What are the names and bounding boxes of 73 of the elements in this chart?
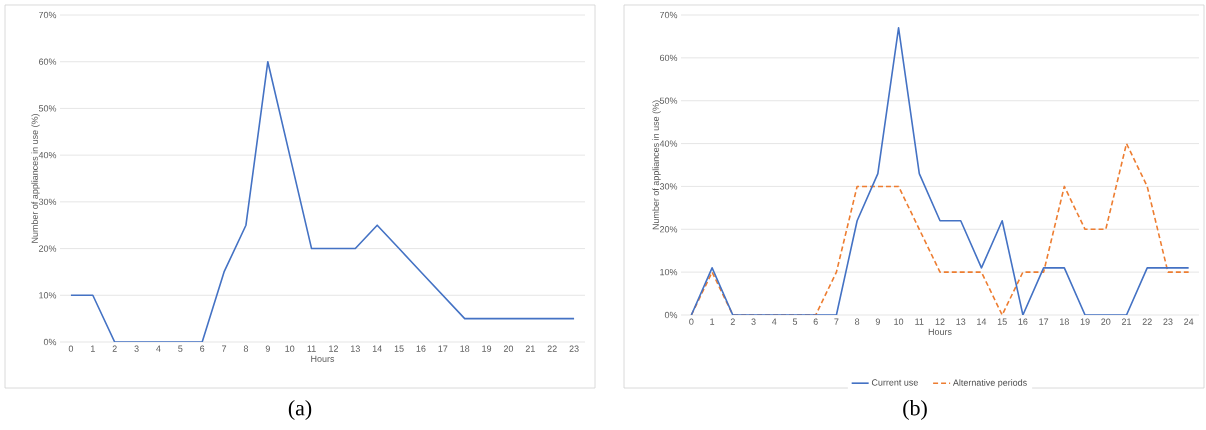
y-tick-label: 20% [38,245,57,252]
x-tick-label: 20 [503,345,514,352]
x-tick-label: 7 [834,318,839,325]
x-tick-label: 18 [460,345,470,352]
x-tick-label: 8 [855,318,860,325]
y-tick-label: 30% [659,183,678,190]
x-tick-label: 0 [689,318,694,325]
x-tick-label: 4 [156,345,161,352]
text: (b) [903,400,927,420]
x-axis-title: Hours [928,328,952,335]
x-tick-label: 9 [875,318,880,325]
y-tick-label: 0% [664,311,678,319]
x-tick-label: 24 [1184,318,1194,325]
x-tick-label: 12 [935,318,945,325]
y-axis-title: Number of appliances in use (%) [652,100,661,230]
x-tick-label: 18 [1060,318,1069,325]
x-tick-label: 13 [956,318,966,325]
x-tick-label: 21 [1121,318,1132,325]
x-tick-label: 10 [894,318,904,325]
x-tick-label: 5 [178,345,183,352]
x-tick-label: 17 [1039,318,1049,325]
x-tick-label: 19 [1080,318,1090,325]
x-tick-label: 22 [1142,318,1152,325]
y-tick-label: 10% [39,292,57,299]
x-tick-label: 1 [91,345,95,352]
x-tick-label: 12 [329,345,338,352]
x-tick-label: 20 [1101,318,1111,325]
x-tick-label: 2 [112,345,117,352]
x-tick-label: 9 [265,345,270,352]
legend-label: Current use [871,379,918,386]
y-tick-label: 50% [659,97,678,104]
x-tick-label: 7 [222,345,227,352]
x-tick-label: 13 [351,345,360,352]
text: (a) [288,400,312,420]
x-axis-title: Hours [311,355,335,362]
x-tick-label: 2 [730,318,735,325]
x-tick-label: 6 [813,318,818,325]
x-tick-label: 11 [915,318,924,325]
x-tick-label: 16 [1018,318,1028,325]
x-tick-label: 8 [243,345,249,352]
y-tick-label: 40% [659,140,678,147]
y-tick-label: 0% [43,338,57,346]
x-tick-label: 4 [771,318,777,325]
x-tick-label: 6 [200,345,205,352]
x-tick-label: 16 [416,345,426,352]
x-tick-label: 17 [438,345,448,352]
y-tick-label: 50% [38,105,57,112]
x-tick-label: 15 [997,318,1007,325]
x-tick-label: 14 [977,318,987,325]
x-tick-label: 19 [482,345,492,352]
x-tick-label: 14 [372,345,382,352]
x-tick-label: 0 [68,345,74,352]
y-tick-label: 30% [38,198,57,206]
y-tick-label: 40% [38,151,57,159]
x-tick-label: 23 [1163,318,1173,325]
legend-label: Alternative periods [952,379,1027,388]
x-tick-label: 1 [710,318,715,325]
x-tick-label: 10 [285,345,295,352]
x-tick-label: 15 [394,345,404,352]
y-tick-label: 70% [38,11,57,19]
y-axis-title: Number of appliances in use (%) [31,114,40,243]
x-tick-label: 11 [307,345,316,352]
y-tick-label: 70% [660,11,678,19]
x-tick-label: 3 [134,345,139,352]
x-tick-label: 3 [751,318,756,325]
x-tick-label: 21 [525,345,535,352]
x-tick-label: 22 [547,345,557,352]
y-tick-label: 20% [660,226,678,233]
x-tick-label: 23 [569,345,579,352]
y-tick-label: 60% [38,58,57,65]
y-tick-label: 60% [660,54,678,62]
y-tick-label: 10% [660,268,678,276]
x-tick-label: 5 [792,318,798,325]
